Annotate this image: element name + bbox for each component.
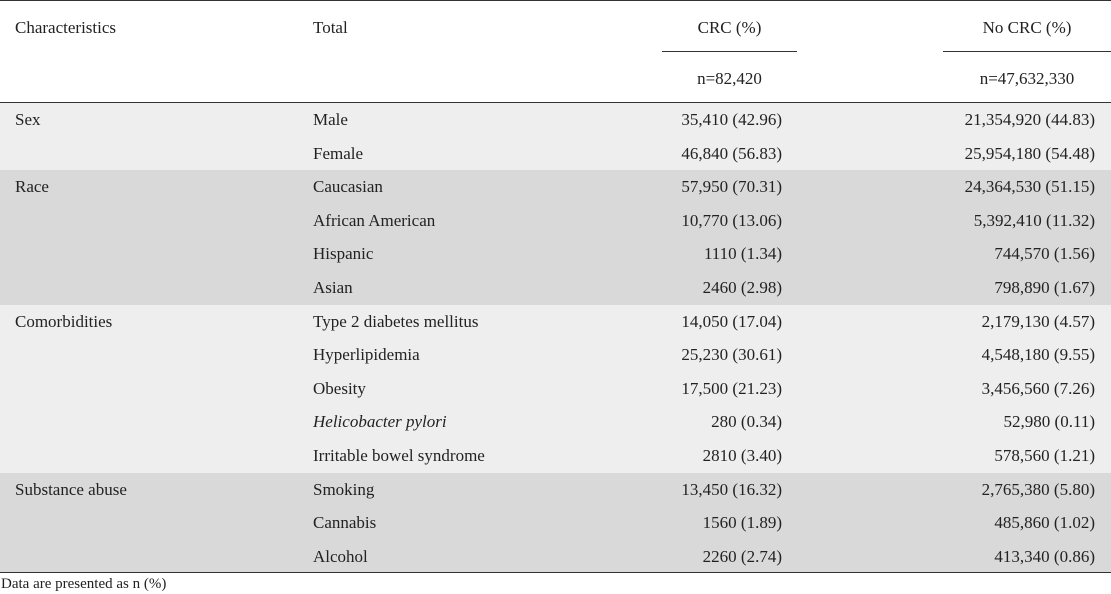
- table-row: Helicobacter pylori 280 (0.34) 52,980 (0…: [0, 405, 1111, 439]
- cell-total: Helicobacter pylori: [313, 412, 447, 432]
- cell-crc: 46,840 (56.83): [681, 143, 782, 163]
- group-label: Comorbidities: [15, 311, 113, 331]
- cell-total: Caucasian: [313, 177, 383, 197]
- group-race: Race Caucasian 57,950 (70.31) 24,364,530…: [0, 170, 1111, 305]
- table-row: Obesity 17,500 (21.23) 3,456,560 (7.26): [0, 372, 1111, 406]
- header-crc: CRC (%): [697, 18, 762, 37]
- cell-no-crc: 5,392,410 (11.32): [973, 210, 1095, 230]
- group-label: Race: [15, 177, 49, 197]
- table-row: Male 35,410 (42.96) 21,354,920 (44.83): [0, 103, 1111, 137]
- table-row: Hispanic 1110 (1.34) 744,570 (1.56): [0, 237, 1111, 271]
- table-row: African American 10,770 (13.06) 5,392,41…: [0, 204, 1111, 238]
- cell-total: Female: [313, 143, 364, 163]
- group-sex: Sex Male 35,410 (42.96) 21,354,920 (44.8…: [0, 103, 1111, 171]
- cell-crc: 10,770 (13.06): [681, 210, 782, 230]
- cell-total: Hyperlipidemia: [313, 345, 420, 365]
- cell-no-crc: 52,980 (0.11): [1003, 412, 1095, 432]
- cell-no-crc: 578,560 (1.21): [994, 445, 1095, 465]
- cell-no-crc: 25,954,180 (54.48): [964, 143, 1095, 163]
- cell-crc: 25,230 (30.61): [681, 345, 782, 365]
- table-header: Characteristics Total CRC (%) No CRC (%)…: [0, 1, 1111, 103]
- cell-total: Male: [313, 110, 348, 129]
- cell-crc: 1560 (1.89): [702, 513, 782, 533]
- cell-total: Type 2 diabetes mellitus: [313, 311, 479, 331]
- cell-crc: 280 (0.34): [711, 412, 782, 432]
- cell-crc: 2810 (3.40): [702, 445, 782, 465]
- cell-crc: 57,950 (70.31): [681, 177, 782, 197]
- table-bottom-rule: [0, 572, 1111, 573]
- header-no-crc: No CRC (%): [982, 18, 1072, 37]
- cell-total: Irritable bowel syndrome: [313, 445, 485, 465]
- cell-crc: 14,050 (17.04): [681, 311, 782, 331]
- cell-no-crc: 413,340 (0.86): [994, 546, 1095, 566]
- group-substance-abuse: Substance abuse Smoking 13,450 (16.32) 2…: [0, 472, 1111, 574]
- table-row: Type 2 diabetes mellitus 14,050 (17.04) …: [0, 305, 1111, 339]
- cell-no-crc: 485,860 (1.02): [994, 513, 1095, 533]
- table-row: Alcohol 2260 (2.74) 413,340 (0.86): [0, 540, 1111, 574]
- cell-crc: 13,450 (16.32): [681, 479, 782, 499]
- cell-no-crc: 798,890 (1.67): [994, 277, 1095, 297]
- group-comorbidities: Comorbidities Type 2 diabetes mellitus 1…: [0, 304, 1111, 473]
- header-crc-count: n=82,420: [697, 69, 762, 88]
- cell-no-crc: 2,179,130 (4.57): [981, 311, 1095, 331]
- table-row: Female 46,840 (56.83) 25,954,180 (54.48): [0, 137, 1111, 171]
- cell-total: African American: [313, 210, 436, 230]
- table-row: Cannabis 1560 (1.89) 485,860 (1.02): [0, 506, 1111, 540]
- cell-crc: 17,500 (21.23): [681, 378, 782, 398]
- header-rule-crc: [662, 51, 797, 52]
- data-table: Characteristics Total CRC (%) No CRC (%)…: [0, 0, 1111, 574]
- header-characteristics: Characteristics: [15, 18, 117, 37]
- cell-total: Hispanic: [313, 244, 374, 264]
- cell-no-crc: 2,765,380 (5.80): [981, 479, 1095, 499]
- table-row: Asian 2460 (2.98) 798,890 (1.67): [0, 271, 1111, 305]
- cell-total: Obesity: [313, 378, 366, 398]
- table-row: Irritable bowel syndrome 2810 (3.40) 578…: [0, 439, 1111, 473]
- cell-total: Smoking: [313, 479, 375, 499]
- cell-crc: 1110 (1.34): [703, 244, 782, 264]
- cell-no-crc: 3,456,560 (7.26): [981, 378, 1095, 398]
- cell-no-crc: 21,354,920 (44.83): [964, 110, 1095, 129]
- table-row: Caucasian 57,950 (70.31) 24,364,530 (51.…: [0, 170, 1111, 204]
- group-label: Substance abuse: [15, 479, 127, 499]
- cell-no-crc: 24,364,530 (51.15): [964, 177, 1095, 197]
- cell-crc: 2460 (2.98): [702, 277, 782, 297]
- table-row: Hyperlipidemia 25,230 (30.61) 4,548,180 …: [0, 338, 1111, 372]
- cell-crc: 35,410 (42.96): [681, 110, 782, 129]
- group-label: Sex: [15, 110, 41, 129]
- table-row: Smoking 13,450 (16.32) 2,765,380 (5.80): [0, 473, 1111, 507]
- cell-no-crc: 744,570 (1.56): [994, 244, 1095, 264]
- cell-no-crc: 4,548,180 (9.55): [981, 345, 1095, 365]
- header-no-crc-count: n=47,632,330: [979, 69, 1075, 88]
- header-rule-no-crc: [943, 51, 1111, 52]
- cell-total: Alcohol: [313, 546, 368, 566]
- header-total: Total: [313, 18, 348, 37]
- table-footnote: Data are presented as n (%): [1, 576, 167, 592]
- cell-total: Asian: [313, 277, 353, 297]
- cell-total: Cannabis: [313, 513, 377, 533]
- cell-crc: 2260 (2.74): [702, 546, 782, 566]
